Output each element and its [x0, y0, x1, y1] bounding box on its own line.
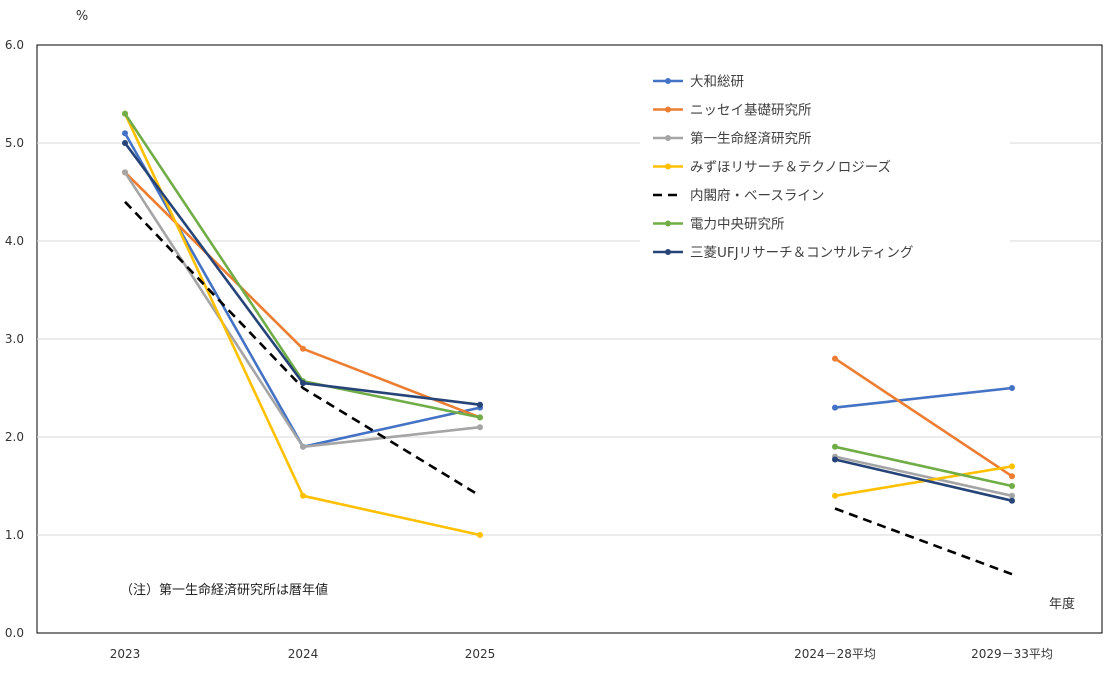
legend-item: 三菱UFJリサーチ＆コンサルティング — [653, 245, 913, 261]
legend: 大和総研ニッセイ基礎研究所第一生命経済研究所みずほリサーチ＆テクノロジーズ内閣府… — [653, 74, 913, 261]
data-point — [477, 532, 483, 538]
x-tick-label: 2024－28平均 — [794, 647, 876, 661]
data-point — [300, 443, 306, 450]
legend-label: 大和総研 — [690, 74, 744, 90]
x-tick-label: 2029－33平均 — [971, 647, 1053, 661]
series-line — [124, 200, 1013, 576]
x-axis-ticks: 2023 2024 2025 2024－28平均 2029－33平均 — [110, 647, 1053, 661]
legend-marker — [665, 249, 671, 255]
legend-box — [640, 64, 1010, 272]
data-point — [1009, 483, 1015, 489]
data-point — [1009, 492, 1015, 499]
legend-marker — [665, 135, 671, 141]
series-segment — [834, 455, 1013, 498]
data-point — [1009, 463, 1015, 470]
series-segment — [834, 357, 1013, 478]
legend-label: 三菱UFJリサーチ＆コンサルティング — [690, 245, 913, 261]
data-point — [122, 130, 128, 137]
y-tick-label: 4.0 — [5, 234, 24, 248]
series-lines — [122, 110, 1015, 576]
data-point — [832, 355, 838, 362]
x-tick-label: 2025 — [465, 647, 496, 661]
y-tick-label: 6.0 — [5, 38, 24, 52]
legend-label: ニッセイ基礎研究所 — [690, 102, 812, 119]
data-point — [832, 443, 838, 450]
legend-item: 内閣府・ベースライン — [653, 188, 824, 204]
data-point — [1009, 473, 1015, 480]
legend-label: みずほリサーチ＆テクノロジーズ — [690, 160, 891, 176]
y-tick-label: 2.0 — [5, 430, 24, 444]
legend-item: 大和総研 — [653, 74, 744, 90]
series-segment — [834, 445, 1013, 488]
legend-marker — [665, 106, 671, 113]
data-point — [477, 401, 483, 408]
data-point — [832, 456, 838, 463]
y-tick-label: 1.0 — [5, 528, 24, 542]
series-segment — [124, 200, 481, 497]
legend-label: 第一生命経済研究所 — [690, 130, 812, 147]
y-tick-label: 3.0 — [5, 332, 24, 346]
data-point — [122, 110, 128, 117]
legend-marker — [665, 78, 671, 84]
series-segment — [834, 507, 1013, 576]
data-point — [1009, 385, 1015, 391]
x-axis-unit-label: 年度 — [1049, 596, 1075, 612]
legend-item: みずほリサーチ＆テクノロジーズ — [653, 160, 891, 176]
legend-marker — [665, 220, 671, 227]
series-line — [122, 140, 1015, 504]
data-point — [300, 345, 306, 352]
data-point — [300, 380, 306, 387]
y-tick-label: 0.0 — [5, 626, 24, 640]
legend-item: 第一生命経済研究所 — [653, 130, 812, 147]
series-line — [122, 169, 1015, 499]
data-point — [1009, 497, 1015, 504]
series-segment — [834, 386, 1013, 409]
y-axis-unit-label: % — [76, 9, 88, 24]
series-segment — [834, 458, 1013, 502]
legend-label: 電力中央研究所 — [690, 217, 785, 233]
y-tick-label: 5.0 — [5, 136, 24, 150]
data-point — [832, 492, 838, 499]
data-point — [122, 140, 128, 146]
legend-label: 内閣府・ベースライン — [690, 188, 824, 204]
legend-item: ニッセイ基礎研究所 — [653, 102, 812, 119]
x-tick-label: 2024 — [288, 647, 319, 661]
data-point — [832, 404, 838, 411]
data-point — [477, 424, 483, 431]
legend-item: 電力中央研究所 — [653, 217, 785, 233]
x-tick-label: 2023 — [110, 647, 141, 661]
data-point — [300, 492, 306, 499]
chart-note: （注）第一生命経済研究所は暦年値 — [120, 582, 328, 598]
y-axis-ticks: 0.0 1.0 2.0 3.0 4.0 5.0 6.0 — [5, 38, 24, 640]
data-point — [477, 414, 483, 421]
data-point — [122, 169, 128, 176]
legend-marker — [665, 163, 671, 170]
